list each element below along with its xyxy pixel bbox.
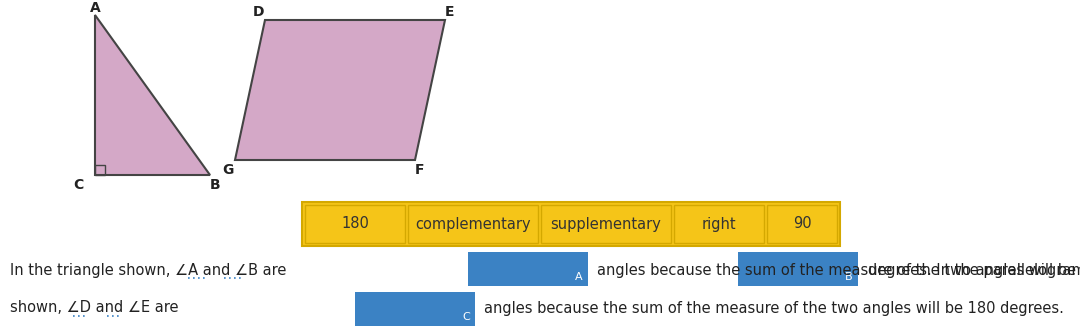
Text: right: right <box>702 216 737 232</box>
Text: angles because the sum of the measure of the two angles will be 180 degrees.: angles because the sum of the measure of… <box>484 300 1064 316</box>
Text: F: F <box>415 163 423 177</box>
Bar <box>468 252 588 286</box>
Text: A: A <box>90 1 100 15</box>
Text: B: B <box>210 178 220 192</box>
Text: complementary: complementary <box>415 216 530 232</box>
Bar <box>302 202 840 246</box>
Text: angles because the sum of the measure of the two angles will be: angles because the sum of the measure of… <box>597 262 1076 278</box>
Bar <box>674 205 764 243</box>
Text: B: B <box>846 272 853 282</box>
Text: C: C <box>462 312 470 322</box>
Bar <box>95 165 105 175</box>
Text: supplementary: supplementary <box>551 216 661 232</box>
Bar <box>408 205 538 243</box>
Bar <box>305 205 405 243</box>
Text: E: E <box>444 5 454 19</box>
Text: degrees. In the parallelogram: degrees. In the parallelogram <box>868 262 1080 278</box>
Bar <box>355 292 475 326</box>
Text: D: D <box>253 5 264 19</box>
Bar <box>738 252 858 286</box>
Text: 180: 180 <box>341 216 369 232</box>
Text: A: A <box>576 272 583 282</box>
Polygon shape <box>235 20 445 160</box>
Polygon shape <box>95 15 210 175</box>
Text: C: C <box>72 178 83 192</box>
Bar <box>767 205 837 243</box>
Text: 90: 90 <box>793 216 811 232</box>
Text: shown, ∠D and ∠E are: shown, ∠D and ∠E are <box>10 300 178 316</box>
Bar <box>541 205 671 243</box>
Text: G: G <box>222 163 233 177</box>
Text: In the triangle shown, ∠A and ∠B are: In the triangle shown, ∠A and ∠B are <box>10 262 286 278</box>
